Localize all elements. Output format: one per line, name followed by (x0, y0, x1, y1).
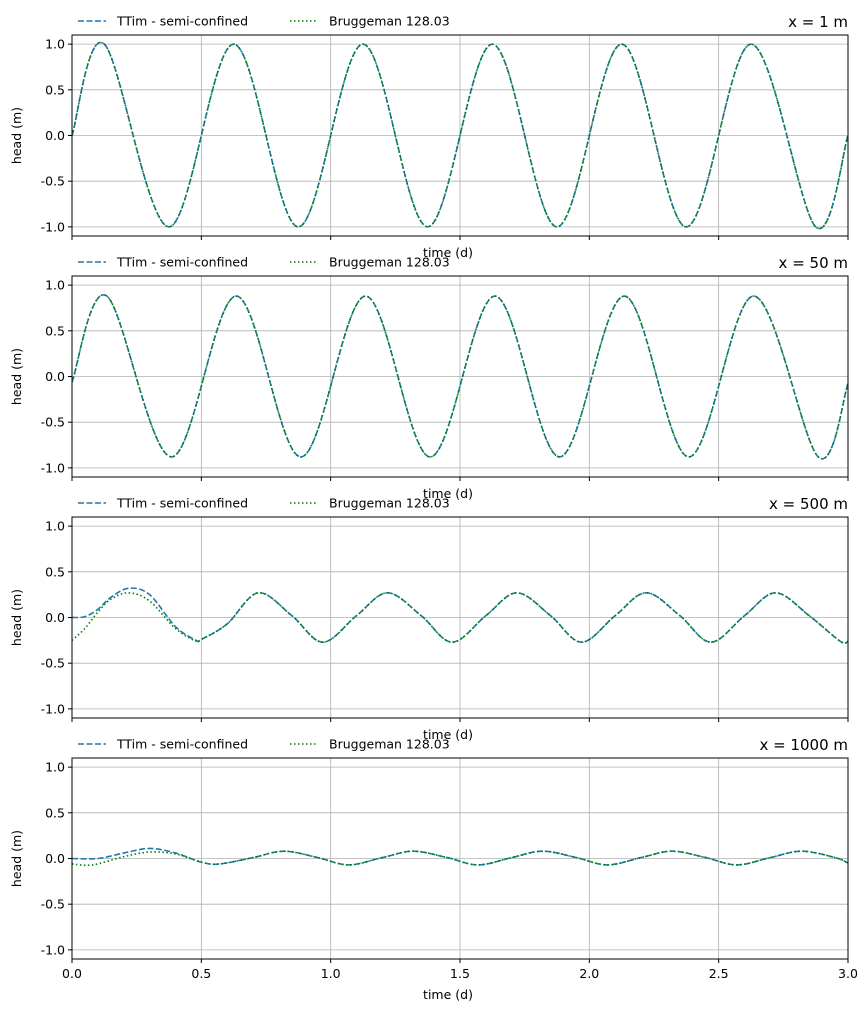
legend-label: TTim - semi-confined (116, 14, 248, 29)
y-tick-label: 0.5 (45, 564, 65, 579)
chart-panel-4: 0.0 0.5 1.0 1.5 2.0 2.5 3.0 -1.0 -0.5 0.0 0.5 1.0 ti… (9, 736, 858, 1002)
series-line-bruggeman (72, 592, 848, 644)
legend-label: TTim - semi-confined (116, 737, 248, 752)
x-tick-label: 0.0 (62, 966, 82, 981)
chart-title: x = 1 m (788, 13, 848, 31)
y-tick-label: -1.0 (41, 701, 65, 716)
x-tick-label: 3.0 (838, 966, 858, 981)
chart-title: x = 1000 m (759, 736, 848, 754)
y-tick-label: -0.5 (41, 897, 65, 912)
x-tick-label: 1.0 (321, 966, 341, 981)
y-tick-label: 0.5 (45, 805, 65, 820)
y-axis-label: head (m) (9, 830, 24, 887)
x-axis-label: time (d) (423, 727, 473, 742)
y-tick-label: 0.0 (45, 128, 65, 143)
y-tick-label: 1.0 (45, 760, 65, 775)
y-tick-label: -1.0 (41, 460, 65, 475)
y-tick-label: 1.0 (45, 37, 65, 52)
x-axis-label: time (d) (423, 987, 473, 1002)
y-tick-label: 1.0 (45, 519, 65, 534)
x-tick-label: 0.5 (191, 966, 211, 981)
y-tick-label: 0.0 (45, 369, 65, 384)
x-tick-label: 2.5 (709, 966, 729, 981)
chart-panel-2: -1.0 -0.5 0.0 0.5 1.0 time (d) head (m) x = 50 … (9, 254, 849, 501)
chart-panel-3: -1.0 -0.5 0.0 0.5 1.0 time (d) head (m) x = 500… (9, 495, 849, 742)
x-axis-label: time (d) (423, 245, 473, 260)
y-tick-label: -0.5 (41, 174, 65, 189)
y-tick-label: -1.0 (41, 942, 65, 957)
series-line-bruggeman (72, 850, 848, 867)
chart-title: x = 500 m (769, 495, 848, 513)
y-tick-label: 0.0 (45, 851, 65, 866)
legend-label: Bruggeman 128.03 (329, 14, 450, 29)
y-tick-label: 0.5 (45, 323, 65, 338)
y-axis-label: head (m) (9, 107, 24, 164)
y-axis-label: head (m) (9, 589, 24, 646)
legend-label: Bruggeman 128.03 (329, 737, 450, 752)
y-axis-label: head (m) (9, 348, 24, 405)
chart-title: x = 50 m (779, 254, 848, 272)
y-tick-label: -0.5 (41, 656, 65, 671)
y-tick-label: -0.5 (41, 415, 65, 430)
legend-label: Bruggeman 128.03 (329, 496, 450, 511)
chart-panel-1: -1.0 -0.5 0.0 0.5 1.0 time (d) head (m) x = 1 m… (9, 13, 849, 260)
series-line-bruggeman (72, 41, 848, 230)
y-tick-label: 0.0 (45, 610, 65, 625)
y-tick-label: 1.0 (45, 278, 65, 293)
legend-label: Bruggeman 128.03 (329, 255, 450, 270)
series-line-ttim (72, 294, 848, 460)
x-tick-label: 2.0 (579, 966, 599, 981)
legend-label: TTim - semi-confined (116, 496, 248, 511)
y-tick-label: -1.0 (41, 219, 65, 234)
y-tick-label: 0.5 (45, 82, 65, 97)
legend-label: TTim - semi-confined (116, 255, 248, 270)
x-tick-label: 1.5 (450, 966, 470, 981)
x-axis-label: time (d) (423, 486, 473, 501)
series-line-bruggeman (72, 294, 848, 460)
